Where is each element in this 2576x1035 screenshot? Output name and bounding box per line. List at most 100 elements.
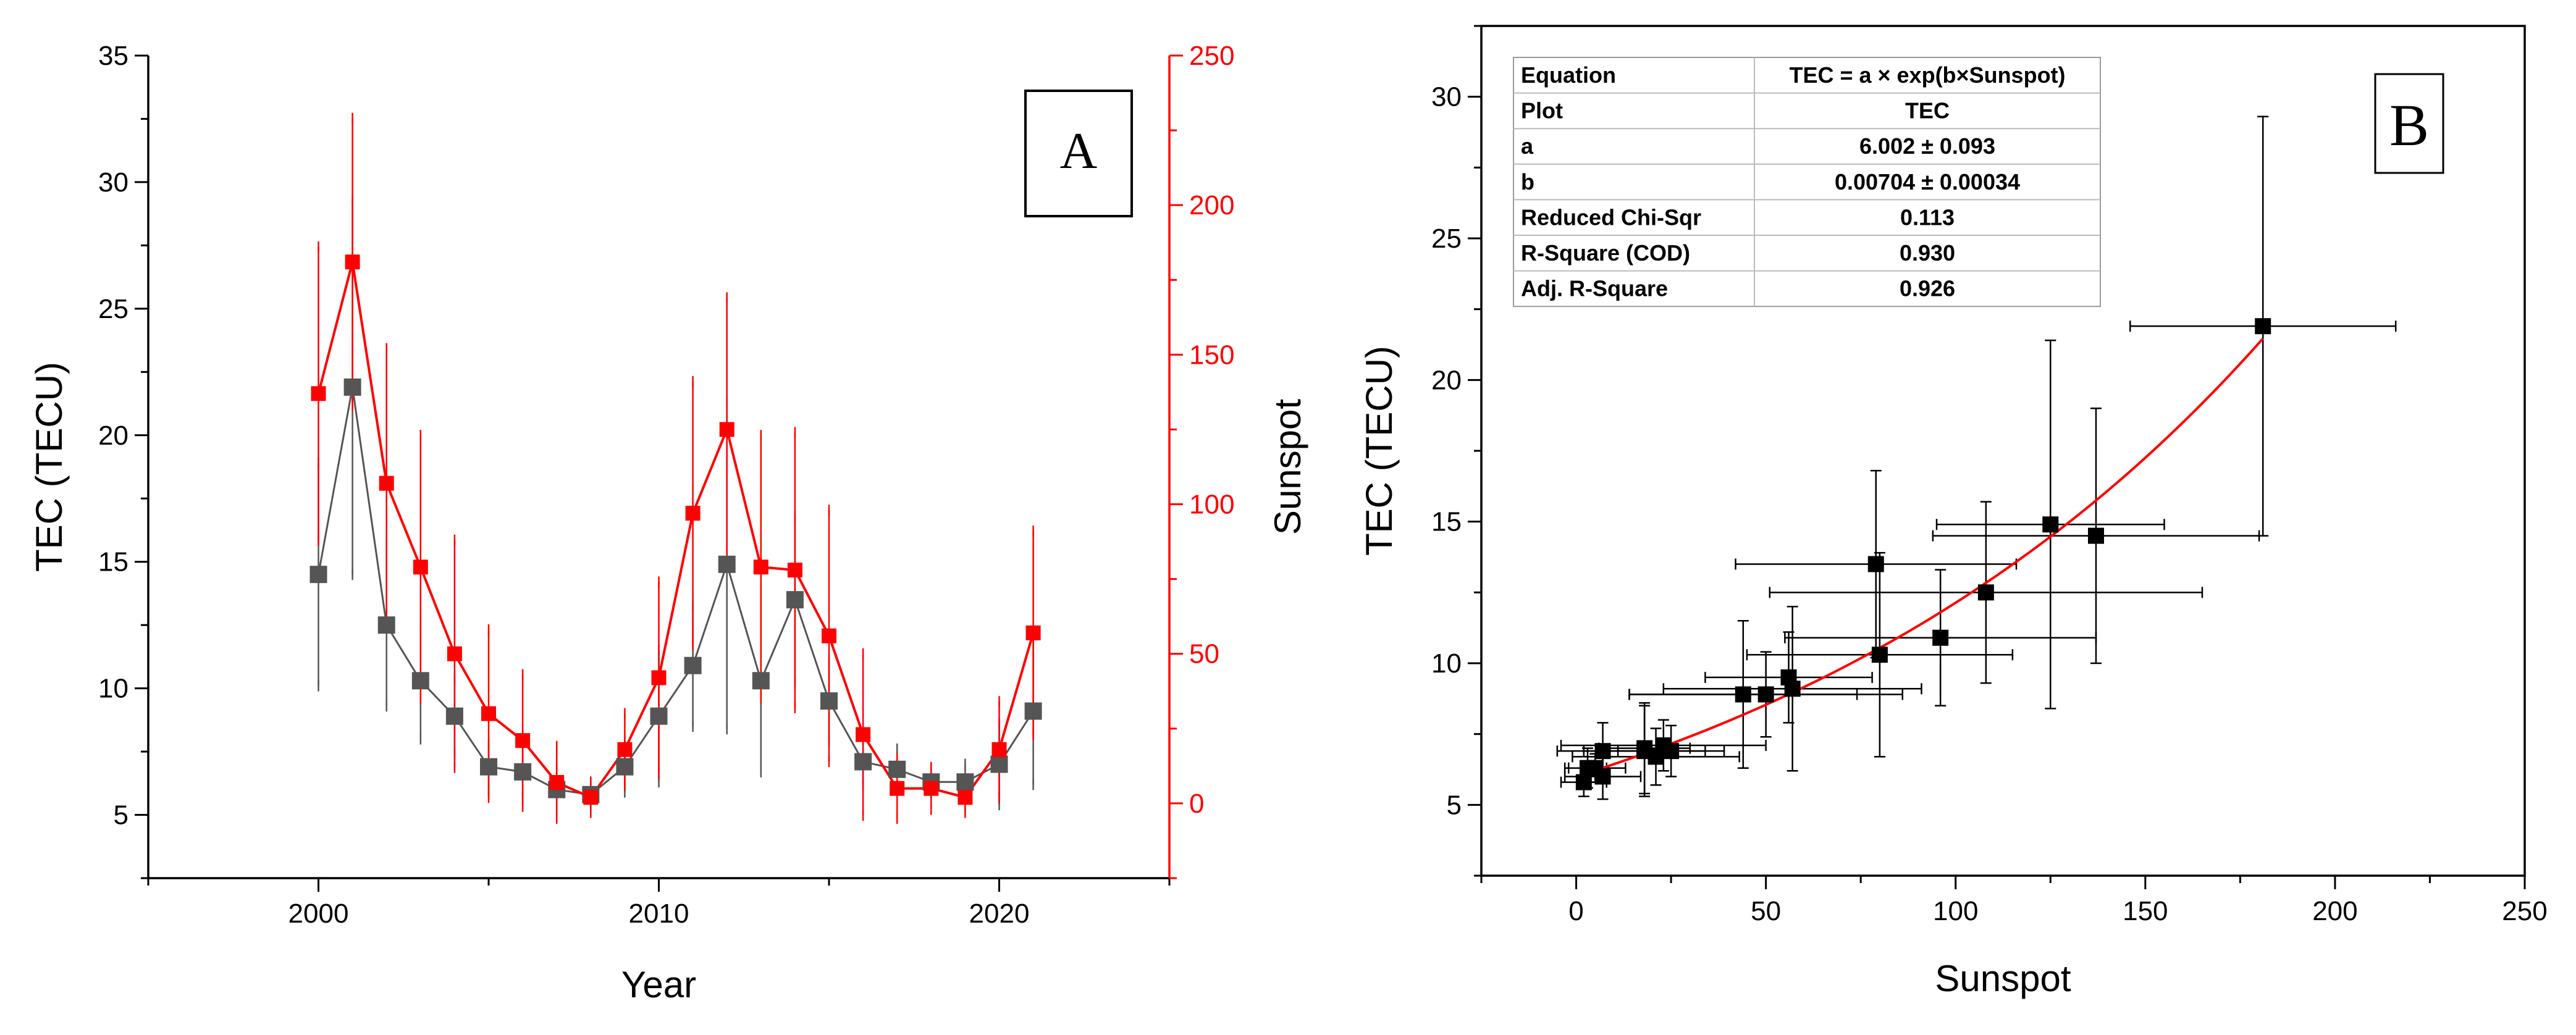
scatter-point xyxy=(1655,737,1672,754)
y-tick-label-left: 10 xyxy=(98,674,128,704)
fit-table-key: b xyxy=(1521,169,1534,195)
scatter-point xyxy=(1636,740,1653,756)
sunspot-point xyxy=(991,742,1007,757)
sunspot-point xyxy=(311,386,326,401)
y-tick-label-left: 5 xyxy=(114,800,128,831)
fit-table-key: a xyxy=(1521,133,1534,159)
tec-point xyxy=(445,707,463,725)
fit-table xyxy=(1513,57,2101,308)
tec-point xyxy=(411,672,429,690)
scatter-point xyxy=(1932,629,1949,646)
tec-point xyxy=(854,753,872,771)
y-tick-label-right: 0 xyxy=(1189,789,1204,819)
tec-point xyxy=(684,656,702,674)
tec-point xyxy=(990,755,1008,773)
sunspot-point xyxy=(856,727,871,742)
y-tick-label: 20 xyxy=(1431,365,1462,395)
panel-label: A xyxy=(1060,122,1098,180)
scatter-point xyxy=(1594,768,1611,785)
sunspot-point xyxy=(924,781,939,796)
tec-point xyxy=(480,758,497,776)
fit-table-value: TEC = a × exp(b×Sunspot) xyxy=(1789,62,2065,88)
x-tick-label: 2010 xyxy=(629,899,689,929)
tec-point xyxy=(514,763,532,781)
y-tick-label-right: 200 xyxy=(1189,190,1234,220)
tec-point xyxy=(616,758,634,776)
sunspot-point xyxy=(753,559,768,575)
fit-table-value: 6.002 ± 0.093 xyxy=(1859,133,1995,159)
tec-point xyxy=(309,566,327,584)
sunspot-point xyxy=(822,628,836,643)
panel-label-box xyxy=(1024,90,1133,217)
panel-label-box xyxy=(2374,73,2444,174)
scatter-point xyxy=(1575,774,1592,790)
x-tick-label: 0 xyxy=(1568,896,1583,926)
x-axis-title: Year xyxy=(621,964,696,1005)
sunspot-point xyxy=(379,476,394,491)
y-tick-label-right: 150 xyxy=(1189,340,1234,370)
tec-point xyxy=(752,672,770,690)
fit-table-value: TEC xyxy=(1905,98,1950,124)
y-tick-label: 25 xyxy=(1431,224,1462,254)
tec-point xyxy=(1024,702,1042,720)
y-axis-title-right: Sunspot xyxy=(1267,399,1308,535)
sunspot-point xyxy=(719,422,734,437)
fit-table-value: 0.113 xyxy=(1900,204,1955,230)
scatter-point xyxy=(1867,556,1884,572)
scatter-point xyxy=(1871,647,1888,663)
scatter-point xyxy=(1735,686,1751,703)
scatter-point xyxy=(1977,584,1994,601)
sunspot-point xyxy=(345,254,360,270)
x-tick-label: 100 xyxy=(1933,896,1978,926)
panel-b-scatter-fit: 0 50 100 150 200 250 5 10 15 20 25 30 Sunspot TEC (TE… xyxy=(1358,25,2548,999)
tec-series-line xyxy=(318,387,1034,796)
fit-table-key: Plot xyxy=(1521,98,1563,124)
sunspot-point xyxy=(1025,625,1041,640)
fit-table-value: 0.926 xyxy=(1900,276,1955,301)
scatter-point xyxy=(2255,318,2271,335)
y-tick-label-left: 15 xyxy=(98,547,128,577)
panel-a-time-series: 2000 2010 2020 5 10 15 20 25 30 35 0 50 100 150 200 250… xyxy=(28,41,1308,1005)
sunspot-point xyxy=(958,790,973,805)
y-tick-label-left: 25 xyxy=(98,294,128,324)
tec-point xyxy=(786,591,804,609)
fit-table-key: R-Square (COD) xyxy=(1521,240,1690,266)
x-tick-label: 250 xyxy=(2502,896,2547,926)
scatter-point xyxy=(2087,527,2104,544)
y-tick-label: 10 xyxy=(1431,648,1462,679)
fit-table-value: 0.00704 ± 0.00034 xyxy=(1835,169,2020,195)
fit-table-key: Adj. R-Square xyxy=(1521,276,1668,301)
x-tick-label: 50 xyxy=(1751,896,1781,926)
y-tick-label-right: 50 xyxy=(1189,639,1219,669)
sunspot-point xyxy=(549,775,565,790)
x-tick-label: 200 xyxy=(2312,896,2357,926)
sunspot-point xyxy=(583,790,599,805)
y-axis-title-left: TEC (TECU) xyxy=(28,362,70,572)
panel-label: B xyxy=(2389,92,2429,158)
tec-point xyxy=(956,773,974,791)
y-tick-label: 30 xyxy=(1431,82,1462,112)
y-tick-label-left: 30 xyxy=(98,167,128,198)
tec-point xyxy=(718,555,736,573)
sunspot-point xyxy=(651,670,667,685)
sunspot-series-line xyxy=(317,261,1035,799)
tec-point xyxy=(820,692,838,710)
y-tick-label-left: 20 xyxy=(98,421,128,451)
scatter-point xyxy=(1594,743,1611,760)
y-tick-label-right: 250 xyxy=(1189,41,1234,71)
scatter-point xyxy=(2042,516,2059,533)
tec-point xyxy=(377,616,395,634)
fit-table-value: 0.930 xyxy=(1900,240,1955,266)
sunspot-point xyxy=(515,733,531,748)
tec-point xyxy=(343,378,361,396)
sunspot-point xyxy=(481,706,496,721)
sunspot-point xyxy=(787,563,802,578)
y-tick-label-left: 35 xyxy=(98,41,128,71)
x-tick-label: 2020 xyxy=(969,899,1030,929)
scatter-point xyxy=(1784,681,1801,697)
sunspot-point xyxy=(617,742,633,757)
x-axis-title: Sunspot xyxy=(1935,958,2071,999)
y-tick-label: 15 xyxy=(1431,507,1462,537)
tec-point xyxy=(650,707,668,725)
